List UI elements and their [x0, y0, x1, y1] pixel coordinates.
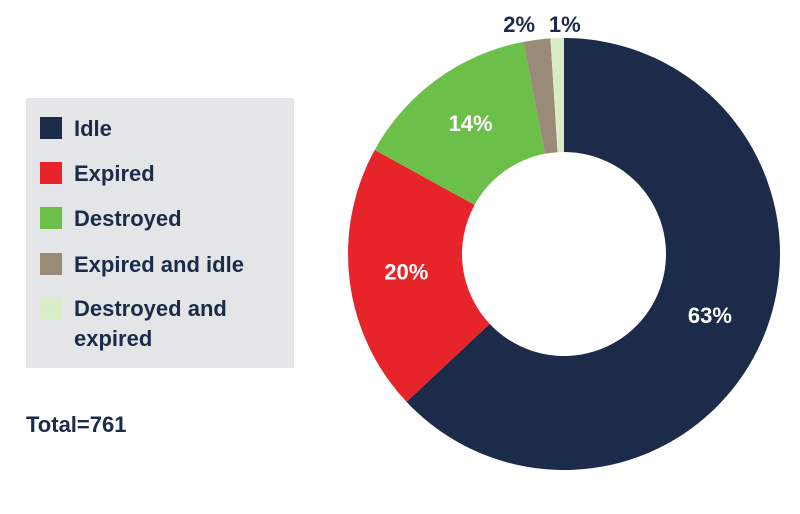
legend-item-destroyed: Destroyed: [40, 204, 182, 234]
legend-swatch-destroyed-and-expired: [40, 297, 62, 319]
legend-item-expired-and-idle: Expired and idle: [40, 250, 244, 280]
slice-label-destroyed-and-expired: 1%: [549, 12, 581, 37]
slice-expired-and-idle: [523, 38, 558, 154]
slice-destroyed-and-expired: [550, 38, 564, 153]
slice-label-expired: 20%: [384, 260, 428, 285]
slice-label-destroyed: 14%: [449, 111, 493, 136]
legend-item-idle: Idle: [40, 114, 112, 144]
slice-label-expired-and-idle: 2%: [503, 12, 535, 37]
slice-expired: [348, 149, 490, 402]
legend-label-idle: Idle: [74, 116, 112, 141]
legend-label-expired: Expired: [74, 161, 155, 186]
total-count: Total=761: [26, 412, 127, 437]
slice-idle: [406, 38, 780, 470]
legend-label-destroyed: Destroyed: [74, 206, 182, 231]
legend-swatch-destroyed: [40, 207, 62, 229]
slice-label-idle: 63%: [688, 303, 732, 328]
legend-label-destroyed-and-expired: Destroyed and expired: [74, 296, 227, 351]
slice-destroyed: [374, 41, 545, 205]
legend-swatch-idle: [40, 117, 62, 139]
legend-label-expired-and-idle: Expired and idle: [74, 252, 244, 277]
legend-item-destroyed-and-expired: Destroyed and expired: [40, 294, 280, 354]
legend-swatch-expired-and-idle: [40, 253, 62, 275]
legend-swatch-expired: [40, 162, 62, 184]
chart-legend: Idle Expired Destroyed Expired and idle …: [26, 98, 294, 368]
legend-item-expired: Expired: [40, 159, 155, 189]
